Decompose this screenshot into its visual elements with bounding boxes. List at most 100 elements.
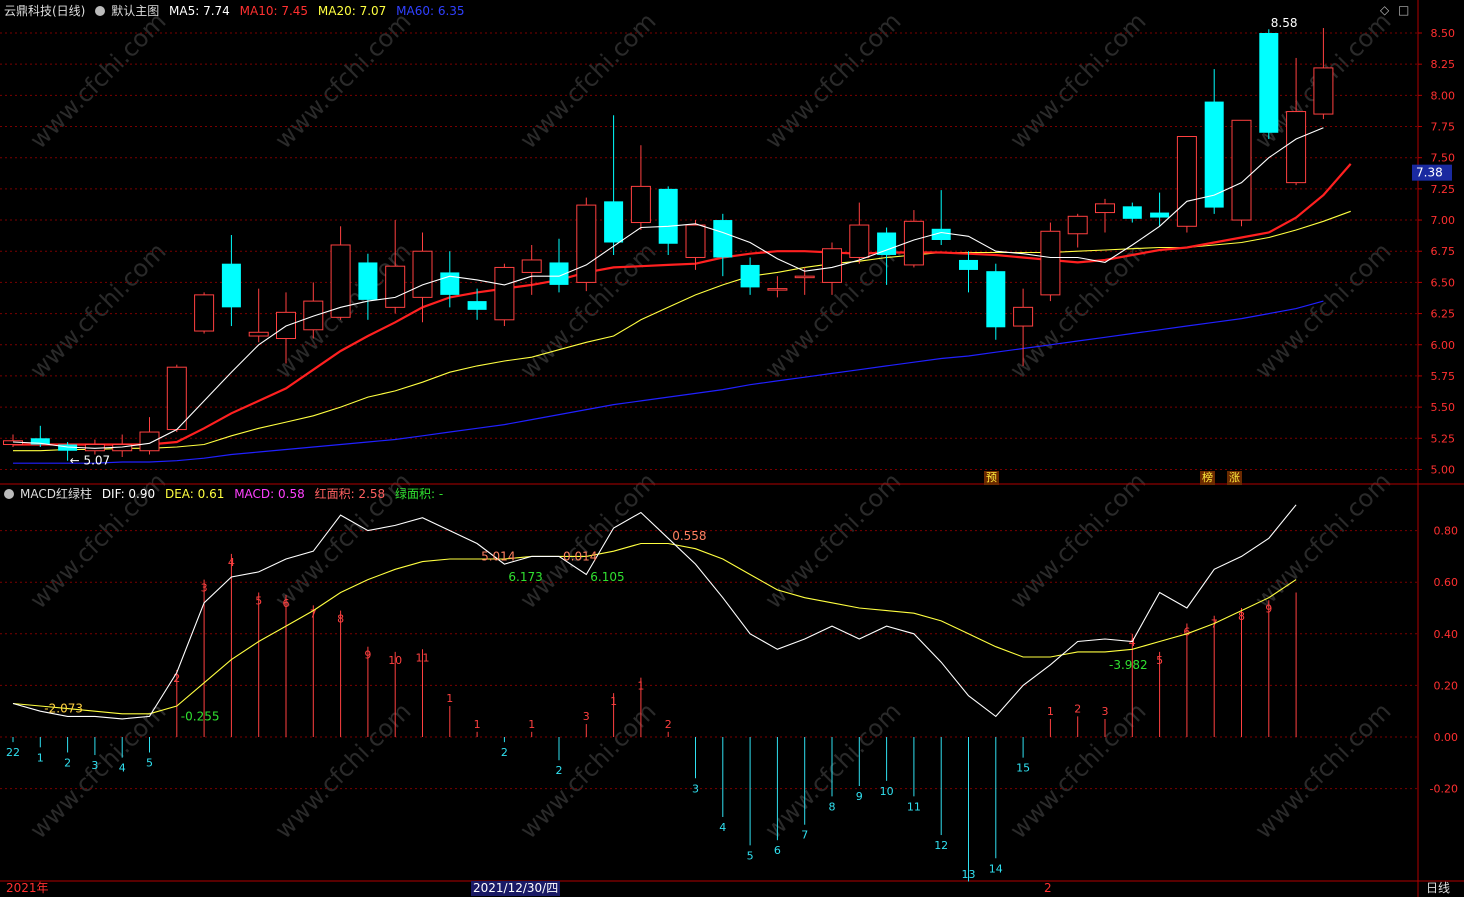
- candle-body-down: [713, 220, 733, 258]
- square-icon[interactable]: □: [1398, 3, 1410, 17]
- badge-zhang[interactable]: 涨: [1227, 471, 1242, 485]
- stock-title[interactable]: 云鼎科技(日线): [4, 4, 86, 18]
- macd-annotation: -3.982: [1109, 658, 1148, 672]
- main-tick-label: 6.75: [1431, 245, 1456, 258]
- candle-body-down: [877, 232, 897, 255]
- macd-bar-label: 2: [64, 756, 71, 769]
- candle-body-up: [794, 275, 815, 279]
- main-tick-label: 7.50: [1431, 152, 1456, 165]
- last-price-text: 7.38: [1416, 166, 1443, 180]
- macd-bar-label: 13: [962, 868, 976, 881]
- price-annotation: 8.58: [1271, 16, 1298, 30]
- macd-tick-label: -0.20: [1430, 783, 1458, 796]
- main-tick-label: 8.25: [1431, 58, 1456, 71]
- macd-bar-label: 22: [6, 746, 20, 759]
- badge-yu[interactable]: 预: [984, 471, 999, 485]
- ma20-label: MA20: 7.07: [317, 4, 387, 18]
- macd-bar-label: 6: [774, 844, 781, 857]
- candle-body-up: [494, 266, 515, 321]
- ma60-line: [13, 300, 1324, 464]
- watermark-text: www.cfchi.com: [269, 697, 416, 844]
- badge-bang[interactable]: 榜: [1200, 471, 1215, 485]
- macd-bar-label: 1: [1047, 705, 1054, 718]
- macd-tick-label: 0.60: [1434, 576, 1459, 589]
- diamond-icon[interactable]: ◇: [1380, 3, 1390, 17]
- macd-bar-label: 8: [337, 613, 344, 626]
- candle-body-up: [521, 259, 542, 273]
- cursor-date-label[interactable]: 2021/12/30/四: [471, 881, 561, 896]
- macd-bar-label: 2: [1074, 702, 1081, 715]
- main-tick-label: 6.00: [1431, 339, 1456, 352]
- watermark-text: www.cfchi.com: [1249, 237, 1396, 384]
- watermark-text: www.cfchi.com: [1004, 7, 1151, 154]
- price-annotation: ← 5.07: [70, 454, 111, 468]
- macd-bar-label: 14: [989, 862, 1003, 875]
- candle-body-down: [986, 271, 1006, 328]
- macd-bar-label: 5: [1156, 654, 1163, 667]
- layout-name[interactable]: 默认主图: [111, 4, 160, 18]
- candle-body-down: [30, 438, 50, 445]
- macd-bar-label: 9: [1265, 602, 1272, 615]
- macd-bar-label: 5: [255, 595, 262, 608]
- candle-body-up: [385, 265, 406, 308]
- macd-dropdown-icon[interactable]: [4, 489, 14, 499]
- last-price-tag: [1412, 164, 1452, 181]
- macd-bar-label: 3: [692, 782, 699, 795]
- watermark-text: www.cfchi.com: [514, 467, 661, 614]
- dif-label: DIF: 0.90: [101, 487, 156, 501]
- macd-bar-label: 2: [556, 764, 563, 777]
- macd-bar-label: 7: [1211, 618, 1218, 631]
- candle-body-up: [1231, 119, 1252, 221]
- macd-bar-label: 10: [388, 654, 402, 667]
- candle-body-down: [959, 259, 978, 270]
- dea-line: [12, 542, 1297, 715]
- candle-body-up: [1176, 136, 1197, 227]
- macd-label: MACD: 0.58: [234, 487, 305, 501]
- watermark-text: www.cfchi.com: [269, 7, 416, 154]
- green-area-label: 绿面积: -: [394, 487, 444, 501]
- main-tick-label: 5.50: [1431, 401, 1456, 414]
- main-tick-label: 5.75: [1431, 370, 1456, 383]
- candle-body-down: [1150, 212, 1170, 218]
- macd-bar-label: 1: [446, 692, 453, 705]
- ma5-label: MA5: 7.74: [169, 4, 230, 18]
- candle-body-up: [1067, 215, 1088, 235]
- macd-annotation: 6.173: [508, 570, 542, 584]
- candle-body-down: [1204, 101, 1224, 208]
- macd-annotation: -2.073: [44, 702, 83, 716]
- macd-annotation: -0.255: [181, 709, 220, 723]
- main-tick-label: 8.50: [1431, 27, 1456, 40]
- ma5-line: [12, 127, 1324, 449]
- period-label[interactable]: 日线: [1426, 881, 1451, 895]
- macd-bar-label: 1: [474, 718, 481, 731]
- macd-annotation: 6.105: [590, 570, 624, 584]
- candle-body-down: [221, 263, 241, 308]
- macd-bar-label: 1: [528, 718, 535, 731]
- candle-body-down: [658, 188, 678, 244]
- candle-body-up: [330, 244, 351, 318]
- main-tick-label: 5.25: [1431, 432, 1456, 445]
- ma10-line: [13, 163, 1352, 446]
- dropdown-circle-icon[interactable]: [95, 6, 106, 16]
- candle-body-down: [740, 264, 760, 288]
- macd-bar-label: 2: [173, 672, 180, 685]
- main-tick-label: 7.25: [1431, 183, 1456, 196]
- macd-bar-label: 1: [637, 680, 644, 693]
- macd-bar-label: 7: [801, 829, 808, 842]
- macd-title[interactable]: MACD红绿柱: [20, 487, 92, 501]
- candle-body-up: [1040, 230, 1061, 296]
- dif-line: [12, 504, 1297, 720]
- macd-bar-label: 1: [37, 751, 44, 764]
- candle-body-up: [1286, 111, 1307, 184]
- macd-bar-label: 3: [583, 710, 590, 723]
- macd-bar-label: 5: [146, 756, 153, 769]
- candle-body-up: [303, 300, 324, 331]
- candle-body-up: [630, 185, 651, 224]
- macd-bar-label: 4: [719, 821, 726, 834]
- candle-body-up: [412, 250, 433, 298]
- macd-bar-label: 9: [856, 790, 863, 803]
- candle-body-down: [931, 228, 951, 241]
- main-tick-label: 6.25: [1431, 308, 1456, 321]
- macd-bar-label: 3: [1102, 705, 1109, 718]
